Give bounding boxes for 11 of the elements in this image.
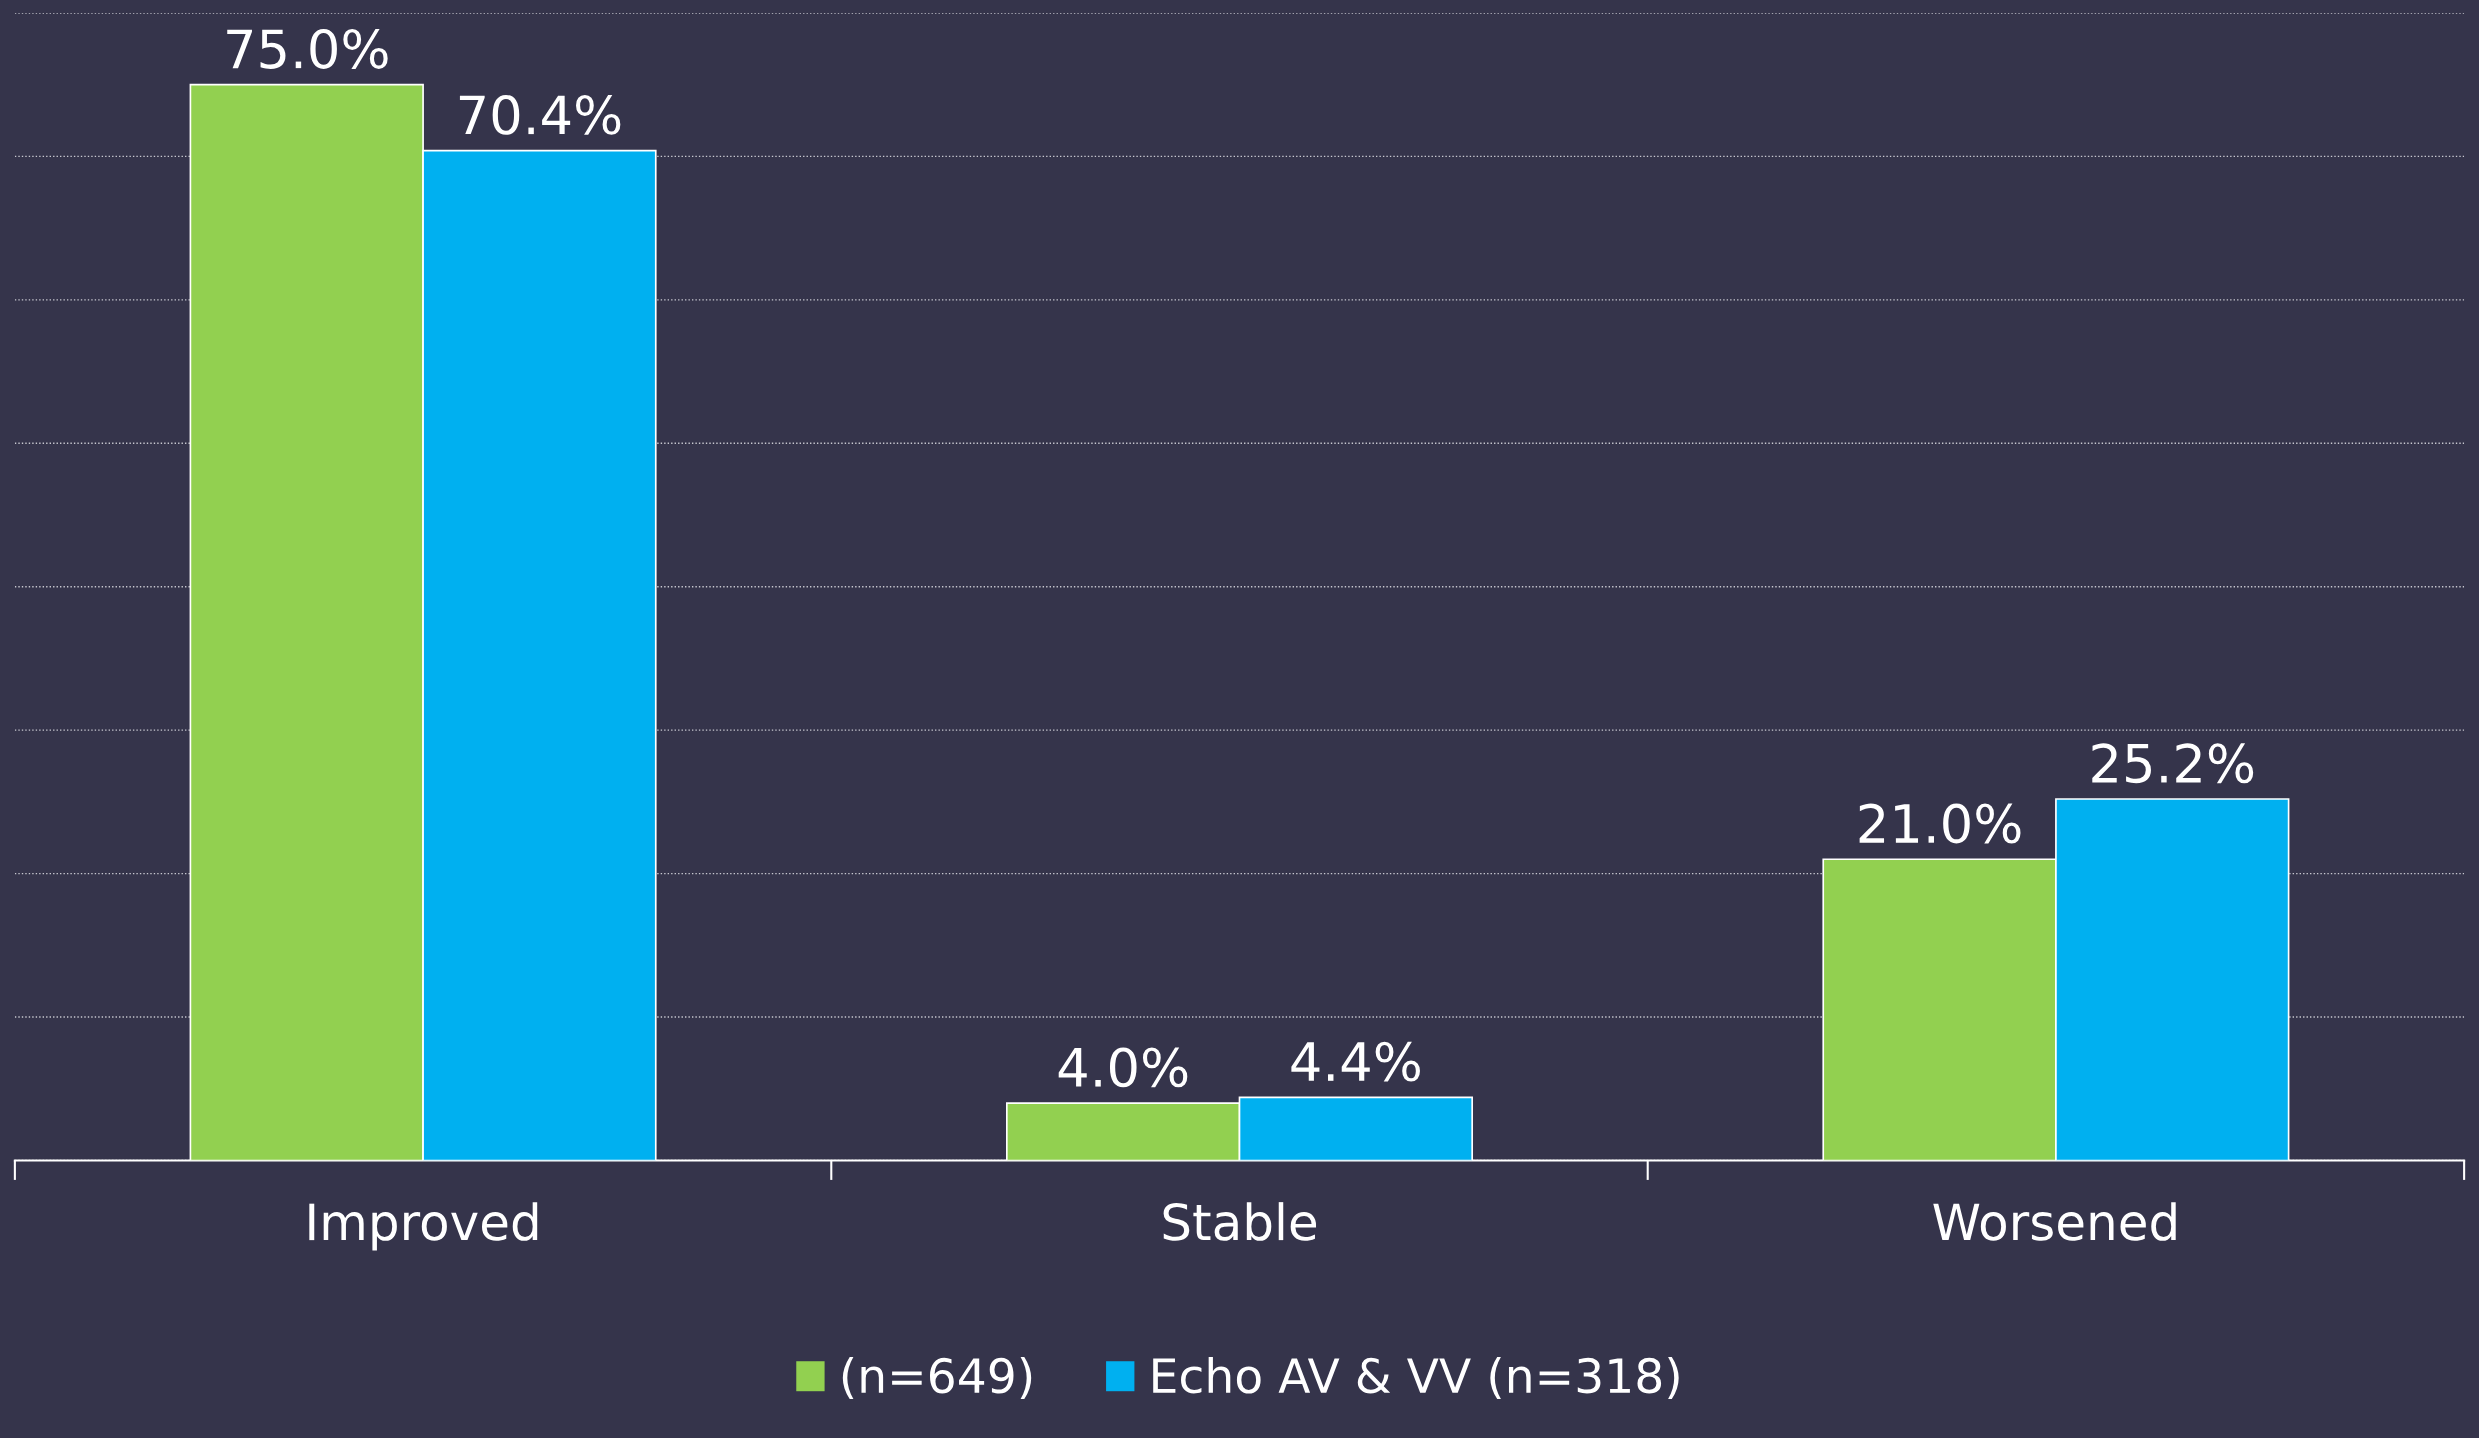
x-tick-label: Improved xyxy=(309,1202,538,1251)
data-label: 21.0% xyxy=(1859,803,2021,844)
x-tick-label: Stable xyxy=(1163,1202,1317,1241)
legend-label: (n=649) xyxy=(842,1357,1032,1400)
data-label: 4.4% xyxy=(1291,1041,1420,1082)
data-label: 75.0% xyxy=(227,28,388,69)
data-label: 25.2% xyxy=(2092,743,2254,784)
x-tick-label: Worsened xyxy=(1933,1202,2176,1241)
data-label: 4.0% xyxy=(1058,1047,1188,1088)
legend-label: Echo AV & VV (n=318) xyxy=(1153,1356,1679,1400)
data-label: 70.4% xyxy=(459,94,621,135)
